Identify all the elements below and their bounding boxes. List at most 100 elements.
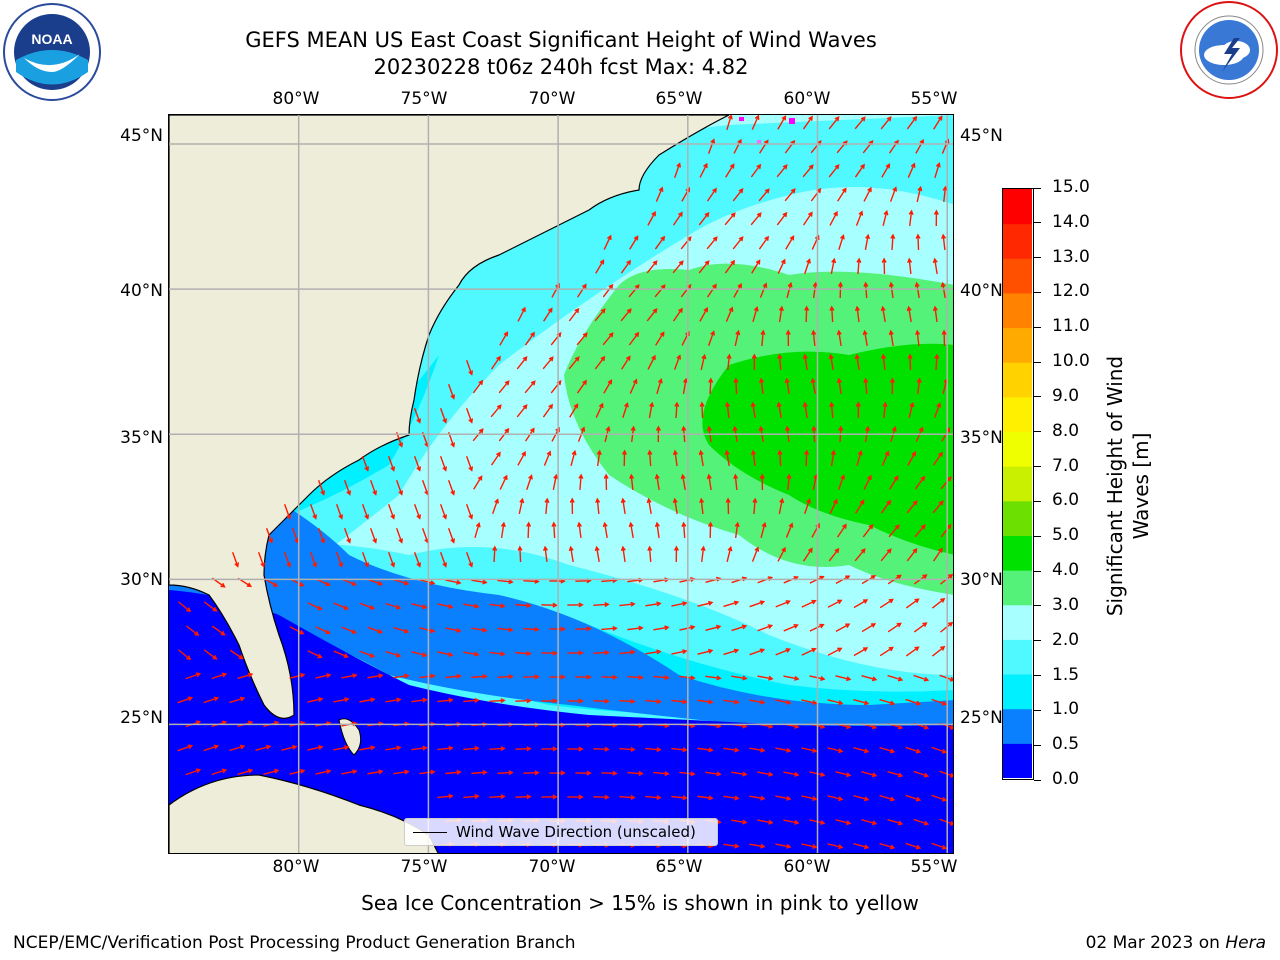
wave-direction-arrow bbox=[471, 673, 488, 680]
wave-direction-arrow bbox=[515, 746, 532, 752]
wave-direction-arrow bbox=[777, 449, 783, 467]
lon-label-bottom: 70°W bbox=[528, 857, 576, 877]
wave-direction-arrow bbox=[829, 210, 838, 226]
wave-direction-arrow bbox=[724, 449, 730, 467]
wave-direction-arrow bbox=[855, 401, 861, 419]
colorbar-swatch bbox=[1003, 223, 1032, 259]
wave-direction-arrow bbox=[523, 626, 540, 632]
wave-direction-arrow bbox=[359, 697, 376, 703]
lat-label-right: 25°N bbox=[960, 708, 1003, 728]
wave-direction-arrow bbox=[682, 377, 688, 395]
wave-direction-arrow bbox=[463, 745, 480, 751]
wave-direction-arrow bbox=[445, 627, 462, 633]
wave-direction-arrow bbox=[757, 675, 774, 681]
wave-direction-arrow bbox=[601, 625, 618, 631]
wave-direction-arrow bbox=[576, 283, 587, 298]
wave-direction-arrow bbox=[490, 404, 502, 418]
wave-direction-arrow bbox=[569, 403, 579, 418]
colorbar-swatch bbox=[1003, 674, 1032, 710]
wave-direction-arrow bbox=[679, 771, 696, 777]
wave-direction-arrow bbox=[369, 528, 378, 544]
wave-direction-arrow bbox=[437, 745, 454, 751]
wave-direction-arrow bbox=[835, 675, 852, 682]
wave-direction-arrow bbox=[749, 843, 766, 849]
wave-direction-arrow bbox=[526, 474, 533, 490]
wave-direction-arrow bbox=[523, 674, 540, 680]
wave-direction-arrow bbox=[387, 504, 396, 520]
wave-direction-arrow bbox=[203, 649, 218, 660]
wave-direction-arrow bbox=[758, 377, 765, 395]
wave-direction-arrow bbox=[333, 697, 350, 703]
wave-direction-arrow bbox=[699, 497, 705, 515]
colorbar-tick-label: 7.0 bbox=[1052, 455, 1080, 476]
wave-direction-arrow bbox=[653, 675, 670, 681]
wave-direction-arrow bbox=[549, 770, 566, 776]
wave-direction-arrow bbox=[385, 745, 402, 751]
wave-direction-arrow bbox=[775, 795, 792, 801]
wave-direction-arrow bbox=[853, 599, 869, 609]
lat-label-right: 40°N bbox=[960, 281, 1003, 301]
lat-label-right: 30°N bbox=[960, 570, 1003, 590]
wave-direction-arrow bbox=[497, 627, 514, 633]
colorbar-swatch bbox=[1003, 189, 1032, 225]
lon-label-top: 75°W bbox=[400, 89, 448, 109]
wave-direction-arrow bbox=[705, 624, 722, 631]
wave-direction-arrow bbox=[341, 626, 357, 634]
wave-direction-arrow bbox=[177, 696, 194, 704]
land-bahamas bbox=[338, 718, 362, 756]
wave-direction-arrow bbox=[905, 842, 922, 850]
wave-direction-arrow bbox=[699, 162, 708, 178]
wave-direction-arrow bbox=[646, 497, 652, 515]
colorbar-tick-label: 2.0 bbox=[1052, 629, 1080, 650]
wave-direction-arrow bbox=[784, 188, 796, 202]
wave-direction-arrow bbox=[828, 116, 840, 130]
wave-direction-arrow bbox=[916, 185, 923, 203]
wave-direction-arrow bbox=[906, 305, 912, 323]
wave-direction-arrow bbox=[775, 747, 792, 753]
wave-direction-arrow bbox=[523, 578, 540, 584]
wave-direction-arrow bbox=[672, 449, 678, 467]
wave-direction-arrow bbox=[854, 163, 865, 178]
colorbar-swatch bbox=[1003, 604, 1032, 640]
wave-direction-arrow bbox=[552, 473, 559, 491]
wave-direction-arrow bbox=[907, 257, 913, 275]
wave-direction-arrow bbox=[387, 552, 396, 568]
wave-direction-arrow bbox=[472, 428, 484, 442]
wave-direction-arrow bbox=[802, 401, 808, 419]
lat-label-left: 35°N bbox=[120, 428, 163, 448]
wave-direction-arrow bbox=[367, 769, 384, 775]
wave-direction-arrow bbox=[907, 353, 913, 371]
wave-direction-arrow bbox=[932, 451, 943, 466]
wave-direction-arrow bbox=[700, 353, 707, 371]
wave-direction-arrow bbox=[647, 545, 653, 563]
wave-direction-arrow bbox=[315, 769, 332, 775]
wave-direction-arrow bbox=[879, 842, 896, 850]
wave-direction-arrow bbox=[706, 187, 717, 202]
wave-direction-arrow bbox=[723, 699, 740, 705]
wave-direction-arrow bbox=[905, 598, 920, 609]
wave-direction-arrow bbox=[413, 456, 422, 472]
wave-direction-arrow bbox=[699, 401, 705, 419]
wave-direction-arrow bbox=[489, 794, 506, 800]
colorbar-tick-label: 13.0 bbox=[1052, 246, 1090, 267]
wave-direction-arrow bbox=[437, 793, 454, 799]
colorbar-title-line2: Waves [m] bbox=[1129, 432, 1153, 540]
wave-direction-arrow bbox=[752, 305, 759, 323]
wave-direction-arrow bbox=[931, 645, 946, 657]
wave-direction-arrow bbox=[837, 187, 847, 202]
wave-direction-arrow bbox=[653, 625, 670, 631]
wave-direction-arrow bbox=[802, 115, 813, 130]
wave-direction-arrow bbox=[940, 523, 952, 538]
wave-direction-arrow bbox=[307, 697, 324, 703]
wave-direction-arrow bbox=[673, 354, 682, 370]
wave-direction-arrow bbox=[810, 377, 816, 395]
wave-direction-arrow bbox=[732, 187, 744, 202]
wave-direction-arrow bbox=[568, 356, 580, 370]
wave-direction-arrow bbox=[801, 599, 817, 608]
wave-direction-arrow bbox=[654, 473, 660, 491]
footer-date-text: 02 Mar 2023 on bbox=[1085, 933, 1226, 953]
sea-ice-marker bbox=[789, 118, 795, 124]
colorbar-tick-label: 5.0 bbox=[1052, 525, 1080, 546]
wave-direction-arrow bbox=[411, 697, 428, 703]
wave-direction-arrow bbox=[307, 602, 323, 611]
